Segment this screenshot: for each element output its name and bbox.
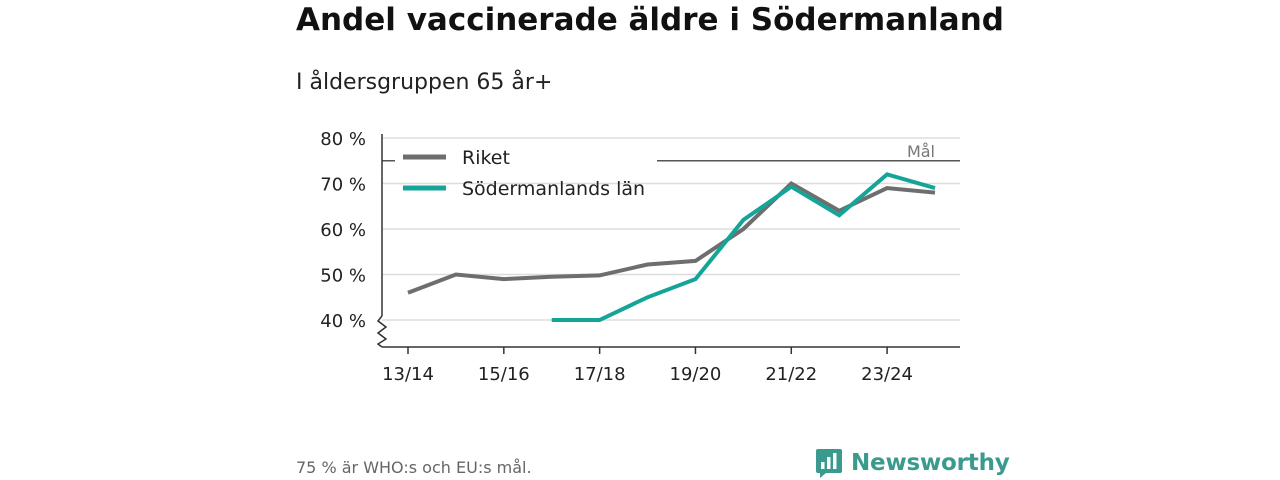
y-tick-label: 50 %: [320, 266, 366, 287]
series-lines: [407, 172, 936, 322]
y-tick-label: 80 %: [320, 129, 366, 150]
grid-lines: [382, 137, 960, 321]
x-tick-label: 17/18: [574, 364, 626, 385]
footnote: 75 % är WHO:s och EU:s mål.: [296, 458, 532, 477]
y-axis-break-icon: [376, 315, 388, 348]
chart-title: Andel vaccinerade äldre i Södermanland: [296, 2, 1004, 38]
goal-line-label: Mål: [907, 142, 935, 161]
x-tick-label: 13/14: [382, 364, 434, 385]
newsworthy-logo-icon: [816, 449, 842, 478]
x-tick-label: 19/20: [670, 364, 722, 385]
brand-name: Newsworthy: [851, 450, 1010, 476]
x-tick-label: 15/16: [478, 364, 530, 385]
legend-label: Södermanlands län: [462, 178, 645, 200]
axes: 40 % 50 % 60 % 70 % 80 % 13/14 15/16 17/18 19/20…: [320, 129, 960, 385]
x-tick-label: 23/24: [861, 364, 913, 385]
x-tick-label: 21/22: [765, 364, 817, 385]
y-tick-label: 40 %: [320, 311, 366, 332]
line-chart: Mål 40 % 50 % 60 % 70 % 80 % 13/14 15/16 17/18 1…: [320, 129, 960, 385]
y-tick-label: 60 %: [320, 220, 366, 241]
chart-subtitle: I åldersgruppen 65 år+: [296, 70, 553, 95]
goal-line-group: Mål: [382, 142, 960, 162]
y-tick-label: 70 %: [320, 175, 366, 196]
legend: Riket Södermanlands län: [403, 147, 645, 200]
brand-logo-group[interactable]: Newsworthy: [815, 446, 1010, 480]
series-line-lan: [551, 172, 936, 322]
legend-label: Riket: [462, 147, 510, 169]
